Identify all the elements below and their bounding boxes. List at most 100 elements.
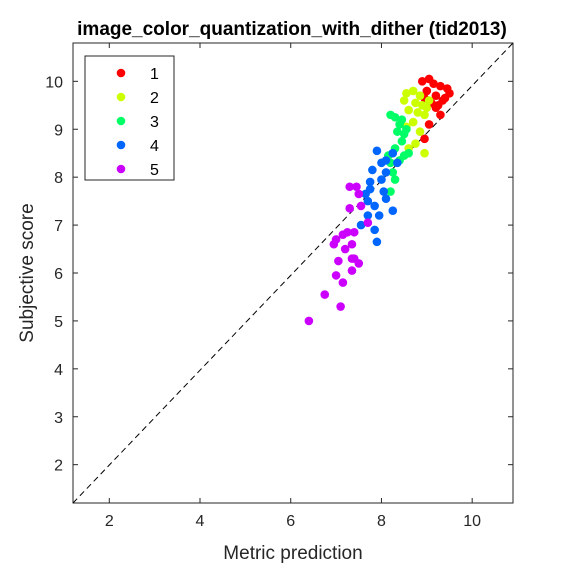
scatter-point-series-1 [420, 134, 429, 144]
scatter-point-series-5 [331, 271, 341, 280]
x-axis-label: Metric prediction [223, 543, 362, 564]
y-tick-label: 2 [54, 458, 63, 475]
scatter-point-series-4 [363, 196, 373, 206]
scatter-point-series-2 [413, 108, 423, 117]
scatter-point-series-5 [304, 316, 314, 326]
scatter-point-series-5 [320, 290, 330, 299]
scatter-point-series-5 [334, 256, 343, 266]
scatter-point-series-2 [402, 89, 411, 98]
scatter-point-series-2 [415, 127, 425, 136]
scatter-point-series-5 [352, 182, 361, 192]
legend-label-1: 1 [150, 66, 159, 83]
legend-marker-2 [116, 92, 126, 102]
scatter-point-series-2 [420, 110, 429, 120]
scatter-point-series-1 [436, 81, 445, 91]
scatter-point-series-2 [411, 139, 420, 148]
scatter-point-series-5 [338, 230, 348, 239]
scatter-point-series-3 [393, 127, 402, 136]
scatter-point-series-2 [424, 96, 434, 105]
scatter-point-series-4 [393, 158, 402, 168]
scatter-point-series-1 [431, 91, 441, 101]
y-tick-label: 4 [54, 362, 63, 379]
scatter-point-series-5 [347, 266, 357, 275]
legend-label-4: 4 [150, 138, 159, 155]
x-tick-label: 4 [196, 513, 205, 530]
scatter-point-series-3 [388, 168, 398, 177]
y-tick-label: 10 [45, 74, 63, 91]
y-axis-label: Subjective score [17, 203, 38, 342]
scatter-point-series-1 [440, 93, 450, 103]
scatter-point-series-3 [390, 175, 400, 184]
scatter-point-series-1 [424, 120, 434, 129]
scatter-point-series-1 [431, 103, 441, 112]
legend-marker-4 [116, 140, 126, 150]
legend-label-3: 3 [150, 114, 159, 131]
scatter-point-series-5 [345, 204, 355, 213]
legend-label-2: 2 [150, 90, 159, 107]
scatter-point-series-5 [329, 239, 339, 249]
legend-marker-1 [116, 68, 126, 78]
scatter-point-series-5 [340, 244, 350, 254]
scatter-point-series-4 [356, 220, 366, 230]
legend: 1 2 3 4 5 [84, 55, 175, 181]
scatter-point-series-3 [404, 148, 413, 158]
scatter-point-series-1 [429, 79, 438, 89]
scatter-point-series-2 [404, 105, 413, 115]
scatter-point-series-5 [336, 302, 345, 311]
scatter-point-series-1 [417, 77, 427, 86]
scatter-point-series-1 [436, 110, 445, 120]
scatter-point-series-3 [402, 124, 411, 134]
scatter-point-series-5 [363, 218, 373, 227]
scatter-point-series-4 [372, 146, 382, 156]
y-tick-label: 8 [54, 170, 63, 187]
legend-label-5: 5 [150, 162, 159, 179]
scatter-point-series-2 [399, 96, 409, 105]
scatter-point-series-4 [368, 165, 377, 175]
x-tick-label: 8 [377, 513, 386, 530]
legend-marker-5 [116, 164, 126, 174]
scatter-point-series-3 [397, 115, 407, 124]
scatter-point-series-4 [363, 211, 373, 220]
scatter-point-series-5 [338, 278, 348, 287]
y-tick-label: 9 [54, 122, 63, 139]
legend-box [84, 55, 175, 181]
scatter-point-series-3 [397, 136, 407, 146]
scatter-point-series-2 [420, 148, 429, 158]
scatter-point-series-4 [381, 156, 391, 165]
data-points [304, 74, 454, 326]
scatter-point-series-2 [415, 91, 425, 101]
x-tick-label: 6 [286, 513, 295, 530]
scatter-point-series-4 [388, 206, 398, 216]
scatter-point-series-4 [370, 201, 379, 211]
scatter-point-series-5 [356, 201, 366, 211]
y-tick-label: 6 [54, 266, 63, 283]
scatter-point-series-5 [349, 227, 359, 237]
legend-marker-3 [116, 116, 126, 126]
scatter-point-series-5 [354, 189, 364, 199]
y-tick-label: 7 [54, 218, 63, 235]
scatter-point-series-1 [442, 84, 452, 93]
scatter-point-series-5 [345, 182, 355, 192]
scatter-point-series-2 [411, 98, 420, 108]
scatter-point-series-2 [422, 103, 432, 112]
scatter-point-series-3 [390, 112, 400, 122]
scatter-point-series-4 [379, 187, 389, 196]
scatter-point-series-4 [388, 148, 398, 158]
scatter-point-series-4 [381, 194, 391, 204]
scatter-point-series-4 [374, 211, 384, 220]
scatter-point-series-4 [372, 237, 382, 247]
reference-diagonal-line [72, 42, 514, 504]
chart-title: image_color_quantization_with_dither (ti… [77, 19, 507, 40]
scatter-point-series-4 [370, 225, 379, 235]
scatter-point-series-2 [408, 86, 418, 96]
scatter-point-series-4 [377, 175, 386, 184]
x-tick-label: 10 [463, 513, 481, 530]
x-tick-label: 2 [105, 513, 114, 530]
scatter-point-series-2 [408, 117, 418, 127]
scatter-point-series-4 [365, 177, 375, 187]
scatter-point-series-1 [422, 86, 432, 96]
scatter-point-series-4 [381, 168, 391, 177]
scatter-point-series-3 [386, 187, 395, 196]
scatter-point-series-5 [354, 259, 364, 268]
